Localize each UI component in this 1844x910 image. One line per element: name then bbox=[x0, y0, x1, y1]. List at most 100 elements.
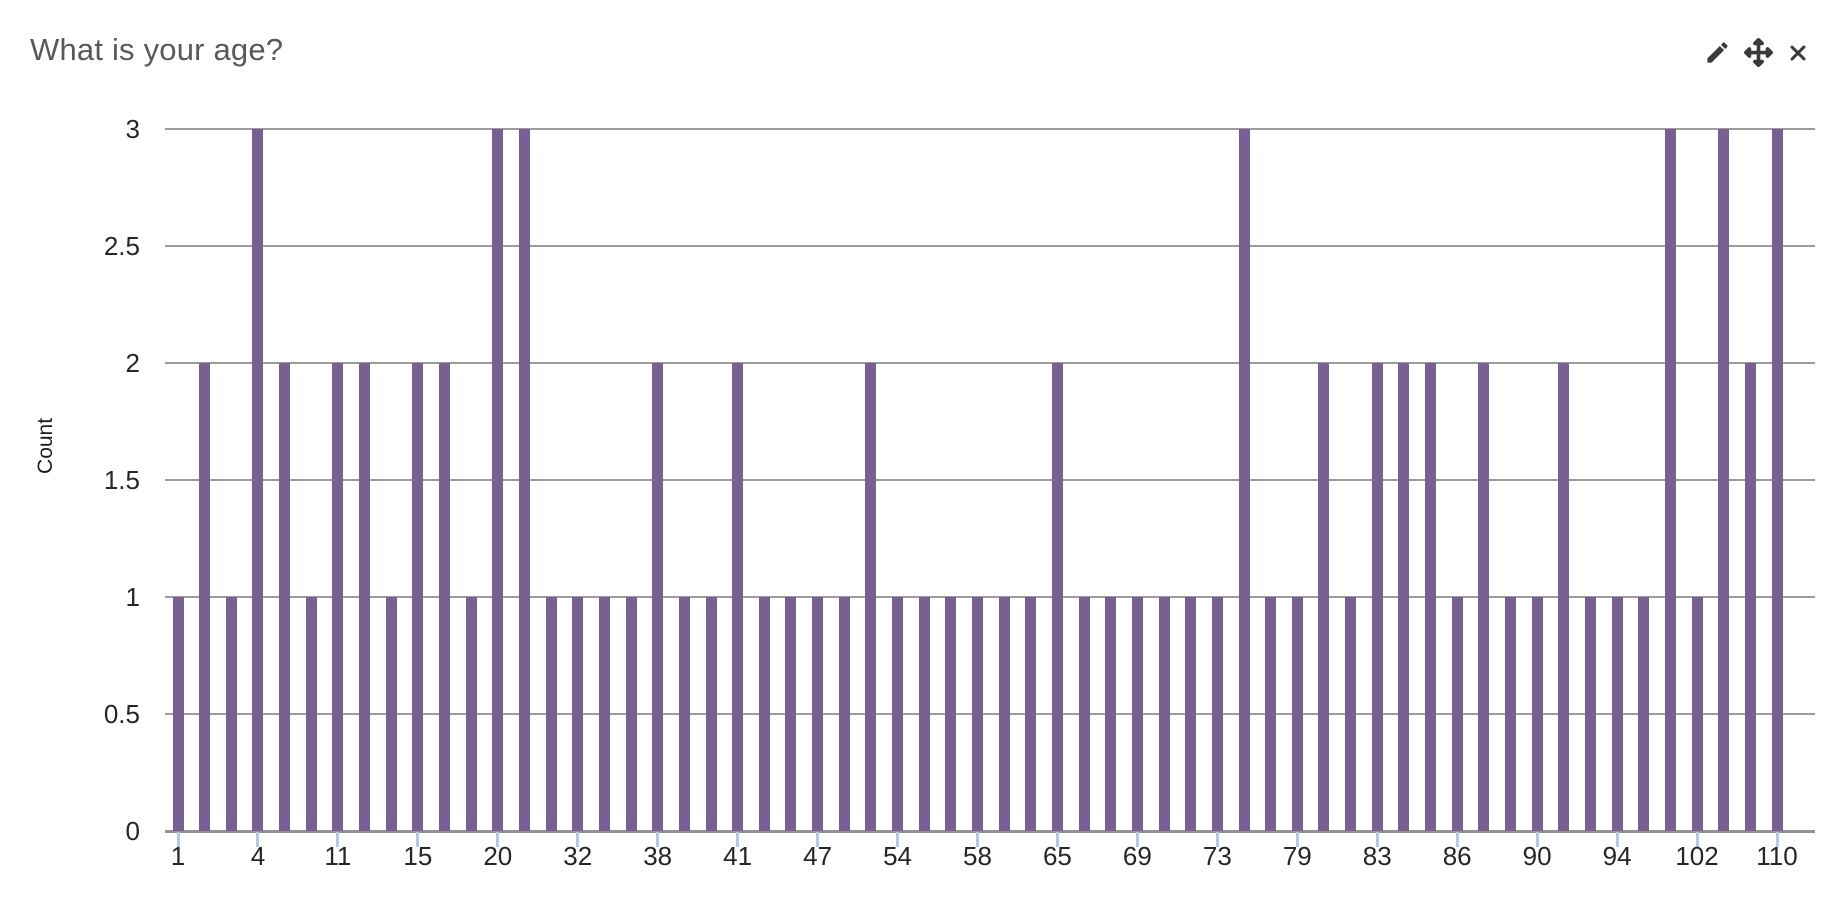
bar bbox=[1638, 597, 1650, 831]
x-axis-tick-label: 20 bbox=[483, 841, 513, 871]
x-axis-tick bbox=[1535, 832, 1539, 847]
bar bbox=[1105, 597, 1117, 831]
bar bbox=[1158, 597, 1170, 831]
bar bbox=[545, 597, 557, 831]
pencil-icon bbox=[1704, 39, 1731, 66]
bar bbox=[465, 597, 477, 831]
bar bbox=[1611, 597, 1623, 831]
x-axis-tick-label: 11 bbox=[324, 841, 352, 871]
bar bbox=[1505, 597, 1516, 831]
bar bbox=[385, 597, 397, 831]
bar bbox=[1771, 129, 1783, 831]
bar bbox=[1211, 597, 1223, 831]
x-axis-tick bbox=[256, 832, 260, 847]
edit-button[interactable] bbox=[1704, 39, 1731, 66]
bar bbox=[439, 363, 450, 831]
x-axis-tick-label: 86 bbox=[1442, 841, 1472, 871]
y-axis-tick-label: 3 bbox=[125, 114, 140, 144]
bar bbox=[359, 363, 371, 831]
gridline bbox=[165, 596, 1815, 598]
bar bbox=[785, 597, 797, 831]
bar bbox=[1691, 597, 1703, 831]
x-axis-tick bbox=[1455, 832, 1459, 847]
x-axis-tick-label: 83 bbox=[1362, 841, 1392, 871]
y-axis-tick-label: 0.5 bbox=[103, 699, 140, 729]
close-icon bbox=[1786, 41, 1810, 65]
bar bbox=[918, 597, 930, 831]
bar bbox=[572, 597, 584, 831]
x-axis-tick-label: 110 bbox=[1756, 841, 1798, 871]
bar bbox=[279, 363, 291, 831]
bar bbox=[1664, 129, 1676, 831]
bar bbox=[1318, 363, 1330, 831]
close-button[interactable] bbox=[1786, 41, 1810, 65]
x-axis-tick-label: 65 bbox=[1042, 841, 1072, 871]
x-axis-tick-label: 1 bbox=[170, 841, 186, 871]
bar bbox=[1238, 129, 1250, 831]
bar bbox=[1398, 363, 1410, 831]
y-axis-tick-label: 2 bbox=[125, 348, 140, 378]
x-axis-tick bbox=[736, 832, 740, 847]
bar bbox=[1718, 129, 1730, 831]
gridline bbox=[165, 479, 1815, 481]
bar bbox=[1744, 363, 1756, 831]
bar bbox=[1425, 363, 1437, 831]
gridline bbox=[165, 245, 1815, 247]
x-axis-tick bbox=[576, 832, 580, 847]
x-axis-tick-label: 102 bbox=[1675, 841, 1719, 871]
y-axis-tick-label: 1 bbox=[125, 582, 140, 612]
move-button[interactable] bbox=[1744, 38, 1773, 67]
x-axis-tick-label: 94 bbox=[1602, 841, 1632, 871]
bar bbox=[892, 597, 904, 831]
bar bbox=[625, 597, 637, 831]
x-axis-tick-label: 54 bbox=[883, 841, 912, 871]
bar bbox=[1345, 597, 1357, 831]
bar bbox=[518, 129, 530, 831]
bar bbox=[199, 363, 211, 831]
x-axis-tick bbox=[1215, 832, 1219, 847]
bar bbox=[305, 597, 317, 831]
bar bbox=[252, 129, 264, 831]
gridline bbox=[165, 713, 1815, 715]
bar bbox=[758, 597, 770, 831]
x-axis-tick-label: 4 bbox=[250, 841, 266, 871]
x-axis-tick bbox=[416, 832, 420, 847]
x-axis-tick-label: 73 bbox=[1202, 841, 1232, 871]
bar bbox=[1531, 597, 1543, 831]
bar bbox=[972, 597, 983, 831]
bar bbox=[1051, 363, 1063, 831]
bar bbox=[1478, 363, 1490, 831]
x-axis-tick bbox=[1055, 832, 1059, 847]
bar bbox=[1265, 597, 1277, 831]
bar bbox=[492, 129, 504, 831]
bar bbox=[945, 597, 957, 831]
x-axis-tick bbox=[816, 832, 820, 847]
x-axis-tick bbox=[1775, 832, 1779, 847]
bar bbox=[225, 597, 237, 831]
x-axis-tick-label: 15 bbox=[403, 841, 433, 871]
bar bbox=[332, 363, 344, 831]
y-axis-tick-label: 1.5 bbox=[103, 465, 140, 495]
bar bbox=[652, 363, 664, 831]
bar bbox=[838, 597, 850, 831]
x-axis-tick-label: 32 bbox=[563, 841, 593, 871]
bar bbox=[732, 363, 744, 831]
bar bbox=[678, 597, 690, 831]
bar bbox=[172, 597, 184, 831]
gridline bbox=[165, 362, 1815, 364]
x-axis-tick-label: 69 bbox=[1122, 841, 1152, 871]
x-axis-tick bbox=[336, 832, 340, 847]
bar bbox=[412, 363, 424, 831]
move-icon bbox=[1744, 38, 1773, 67]
x-axis-tick-label: 41 bbox=[723, 841, 753, 871]
bar bbox=[1025, 597, 1037, 831]
x-axis-tick-label: 38 bbox=[643, 841, 673, 871]
x-axis-tick-label: 79 bbox=[1282, 841, 1312, 871]
x-axis-tick bbox=[1375, 832, 1379, 847]
y-axis-tick-label: 2.5 bbox=[103, 231, 140, 261]
bar bbox=[1291, 597, 1303, 831]
x-axis-tick bbox=[496, 832, 500, 847]
x-axis-tick bbox=[1295, 832, 1299, 847]
